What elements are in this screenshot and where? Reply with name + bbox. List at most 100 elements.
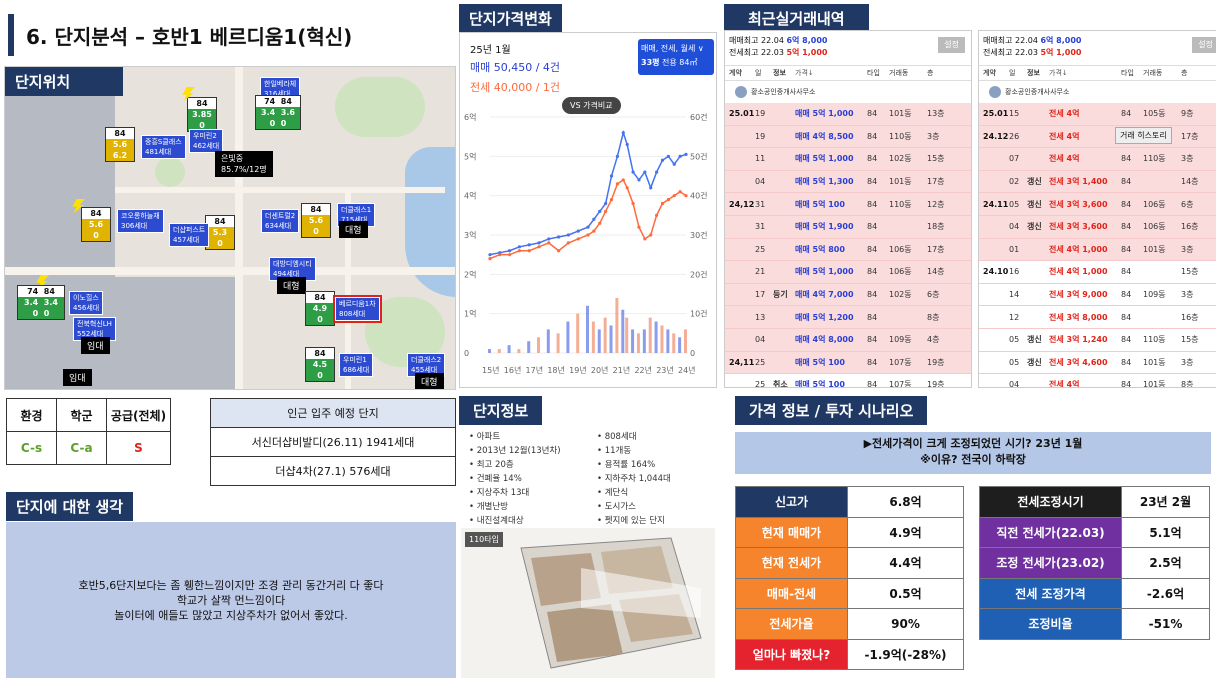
grade-environment: C-s (6, 431, 57, 465)
transaction-f: 15층 (1181, 335, 1199, 345)
y-tick-label: 3억 (464, 230, 476, 240)
transaction-info: 등기 (773, 290, 788, 300)
investment-row: 신고가 6.8억 (735, 486, 964, 518)
transaction-dong: 110동 (1143, 154, 1166, 164)
price-tag[interactable]: 84 5.6 0 (301, 203, 331, 238)
transaction-dong: 101동 (889, 109, 912, 119)
price-tag[interactable]: 74 84 3.4 3.4 0 0 (17, 285, 65, 320)
transaction-row[interactable]: 07 전세 4억 84 110동 3층 (979, 148, 1216, 171)
transaction-row[interactable]: 12 전세 3억 8,000 84 16층 (979, 306, 1216, 329)
transaction-row[interactable]: 14 전세 3억 9,000 84 109동 3층 (979, 283, 1216, 307)
complex-label[interactable]: 이노힐스 456세대 (69, 291, 104, 315)
price-point (631, 170, 635, 174)
transaction-f: 14층 (927, 267, 945, 277)
transaction-row[interactable]: 17 등기 매매 4억 7,000 84 102동 6층 (725, 283, 971, 307)
x-tick-label: 17년 (526, 365, 544, 375)
price-point (598, 209, 602, 213)
complex-label[interactable]: 우미린1 686세대 (339, 353, 374, 377)
transaction-t: 84 (867, 199, 878, 209)
complex-label[interactable]: 우미린2 462세대 (189, 129, 224, 153)
transaction-p: 매매 5억 1,900 (795, 222, 854, 232)
complex-label[interactable]: 중흥S클래스 481세대 (141, 135, 186, 159)
transaction-row[interactable]: 31 매매 5억 1,900 84 18층 (725, 215, 971, 239)
price-chart-panel[interactable]: 25년 1월 매매 50,450 / 4건 전세 40,000 / 1건 매매,… (459, 32, 717, 388)
transaction-ym: 24.10 (983, 267, 1009, 277)
volume-bar (576, 313, 580, 353)
transaction-row[interactable]: 13 매매 5억 1,200 84 8층 (725, 306, 971, 329)
transaction-p: 전세 4억 (1049, 380, 1080, 388)
investment-value: 4.4억 (847, 547, 964, 579)
transaction-row[interactable]: 25.01 15 전세 4억 84 105동 9층 (979, 103, 1216, 126)
transaction-dong: 101동 (1143, 380, 1166, 388)
x-tick-label: 18년 (547, 365, 565, 375)
transaction-row[interactable]: 02 갱신 전세 3억 1,400 84 14층 (979, 170, 1216, 194)
school-label[interactable]: 은빛중 85.7%/12명 (215, 151, 273, 177)
price-point (517, 245, 521, 249)
transaction-f: 19층 (927, 380, 945, 388)
agent-row[interactable]: 황소공인중개사사무소 (979, 81, 1216, 103)
trade-type-dropdown[interactable]: 매매, 전세, 월세 ∨ 33평 전용 84㎡ (638, 39, 714, 75)
price-tag[interactable]: 84 5.6 0 (81, 207, 111, 242)
investment-value: 6.8억 (847, 486, 964, 518)
investment-label: 얼마나 빠졌나? (735, 638, 848, 670)
transaction-p: 전세 3억 3,600 (1049, 222, 1108, 232)
volume-bar (497, 349, 501, 353)
price-point (615, 154, 619, 158)
price-tag[interactable]: 84 5.6 6.2 (105, 127, 135, 162)
complex-label[interactable]: 더센트럴2 634세대 (261, 209, 300, 233)
transaction-info: 갱신 (1027, 222, 1042, 232)
transaction-row[interactable]: 04 갱신 전세 3억 3,600 84 106동 16층 (979, 215, 1216, 239)
y2-tick-label: 0 (690, 349, 695, 358)
transaction-row[interactable]: 24,12 31 매매 5억 100 84 110동 12층 (725, 193, 971, 216)
settings-button[interactable]: 설정 (938, 37, 965, 53)
complex-label[interactable]: 더샵퍼스트 457세대 (169, 223, 210, 247)
complex-info-item: 지하주차 1,044대 (597, 472, 725, 484)
target-complex-label[interactable]: 베르디움1차 808세대 (333, 295, 382, 323)
transaction-t: 84 (1121, 312, 1132, 322)
transaction-row[interactable]: 04 전세 4억 84 101동 8층 (979, 374, 1216, 388)
transaction-row[interactable]: 25.01 19 매매 5억 1,000 84 101동 13층 (725, 103, 971, 126)
transaction-row[interactable]: 25 매매 5억 800 84 106동 17층 (725, 238, 971, 262)
investment-banner: ▶전세가격이 크게 조정되었던 시기? 23년 1월 ※이유? 전국이 하락장 (735, 432, 1211, 474)
transaction-row[interactable]: 19 매매 4억 8,500 84 110동 3층 (725, 125, 971, 149)
transaction-dong: 102동 (889, 154, 912, 164)
agent-row[interactable]: 황소공인중개사사무소 (725, 81, 971, 103)
transaction-row[interactable]: 11 매매 5억 1,000 84 102동 15층 (725, 148, 971, 171)
transaction-row[interactable]: 24,11 25 매매 5억 100 84 107동 19층 (725, 351, 971, 375)
location-map[interactable]: 단지위치 84 3.85 0 한일베라체 316세대 74 84 3.4 3.6 … (4, 66, 456, 390)
sale-transactions-panel[interactable]: 매매최고 22.04 6억 8,000 전세최고 22.03 5억 1,000 … (724, 30, 972, 388)
transaction-row[interactable]: 01 전세 4억 1,000 84 101동 3층 (979, 238, 1216, 262)
complex-info-item: 계단식 (597, 486, 725, 498)
transaction-row[interactable]: 21 매매 5억 1,000 84 106동 14층 (725, 261, 971, 284)
settings-button[interactable]: 설정 (1192, 37, 1216, 53)
jeonse-transactions-panel[interactable]: 매매최고 22.04 6억 8,000 전세최고 22.03 5억 1,000 … (978, 30, 1216, 388)
transaction-dong: 110동 (889, 131, 912, 141)
price-tag[interactable]: 84 4.9 0 (305, 291, 335, 326)
vs-compare-button[interactable]: VS 가격비교 (562, 97, 621, 114)
price-point (527, 249, 531, 253)
price-point (598, 221, 602, 225)
investment-row: 얼마나 빠졌나? -1.9억(-28%) (735, 638, 964, 670)
price-tag[interactable]: 84 4.5 0 (305, 347, 335, 382)
complex-label[interactable]: 코오롱하늘채 306세대 (117, 209, 164, 233)
transaction-row[interactable]: 04 매매 4억 8,000 84 109동 4층 (725, 328, 971, 352)
investment-row: 현재 매매가 4.9억 (735, 516, 964, 548)
transaction-row[interactable]: 24.11 05 갱신 전세 3억 3,600 84 106동 6층 (979, 193, 1216, 216)
transaction-row[interactable]: 24.10 16 전세 4억 1,000 84 15층 (979, 261, 1216, 284)
price-tag[interactable]: 84 3.85 0 (187, 97, 217, 132)
transaction-row[interactable]: 05 갱신 전세 3억 4,600 84 101동 3층 (979, 351, 1216, 375)
volume-bar (642, 329, 646, 353)
price-tag[interactable]: 74 84 3.4 3.6 0 0 (255, 95, 301, 130)
transaction-row[interactable]: 05 갱신 전세 3억 1,240 84 110동 15층 (979, 328, 1216, 352)
map-park (335, 77, 425, 137)
price-point (508, 249, 512, 253)
y2-tick-label: 40건 (690, 191, 708, 201)
complex-info-item: 도시가스 (597, 500, 725, 512)
transaction-f: 17층 (1181, 131, 1199, 141)
thought-line: 학교가 살짝 먼느낌이다 (176, 593, 286, 607)
transaction-d: 19 (755, 109, 766, 119)
transaction-row[interactable]: 04 매매 5억 1,300 84 101동 17층 (725, 170, 971, 194)
price-tag[interactable]: 84 5.3 0 (205, 215, 235, 250)
transaction-row[interactable]: 25 취소 매매 5억 100 84 107동 19층 (725, 374, 971, 388)
